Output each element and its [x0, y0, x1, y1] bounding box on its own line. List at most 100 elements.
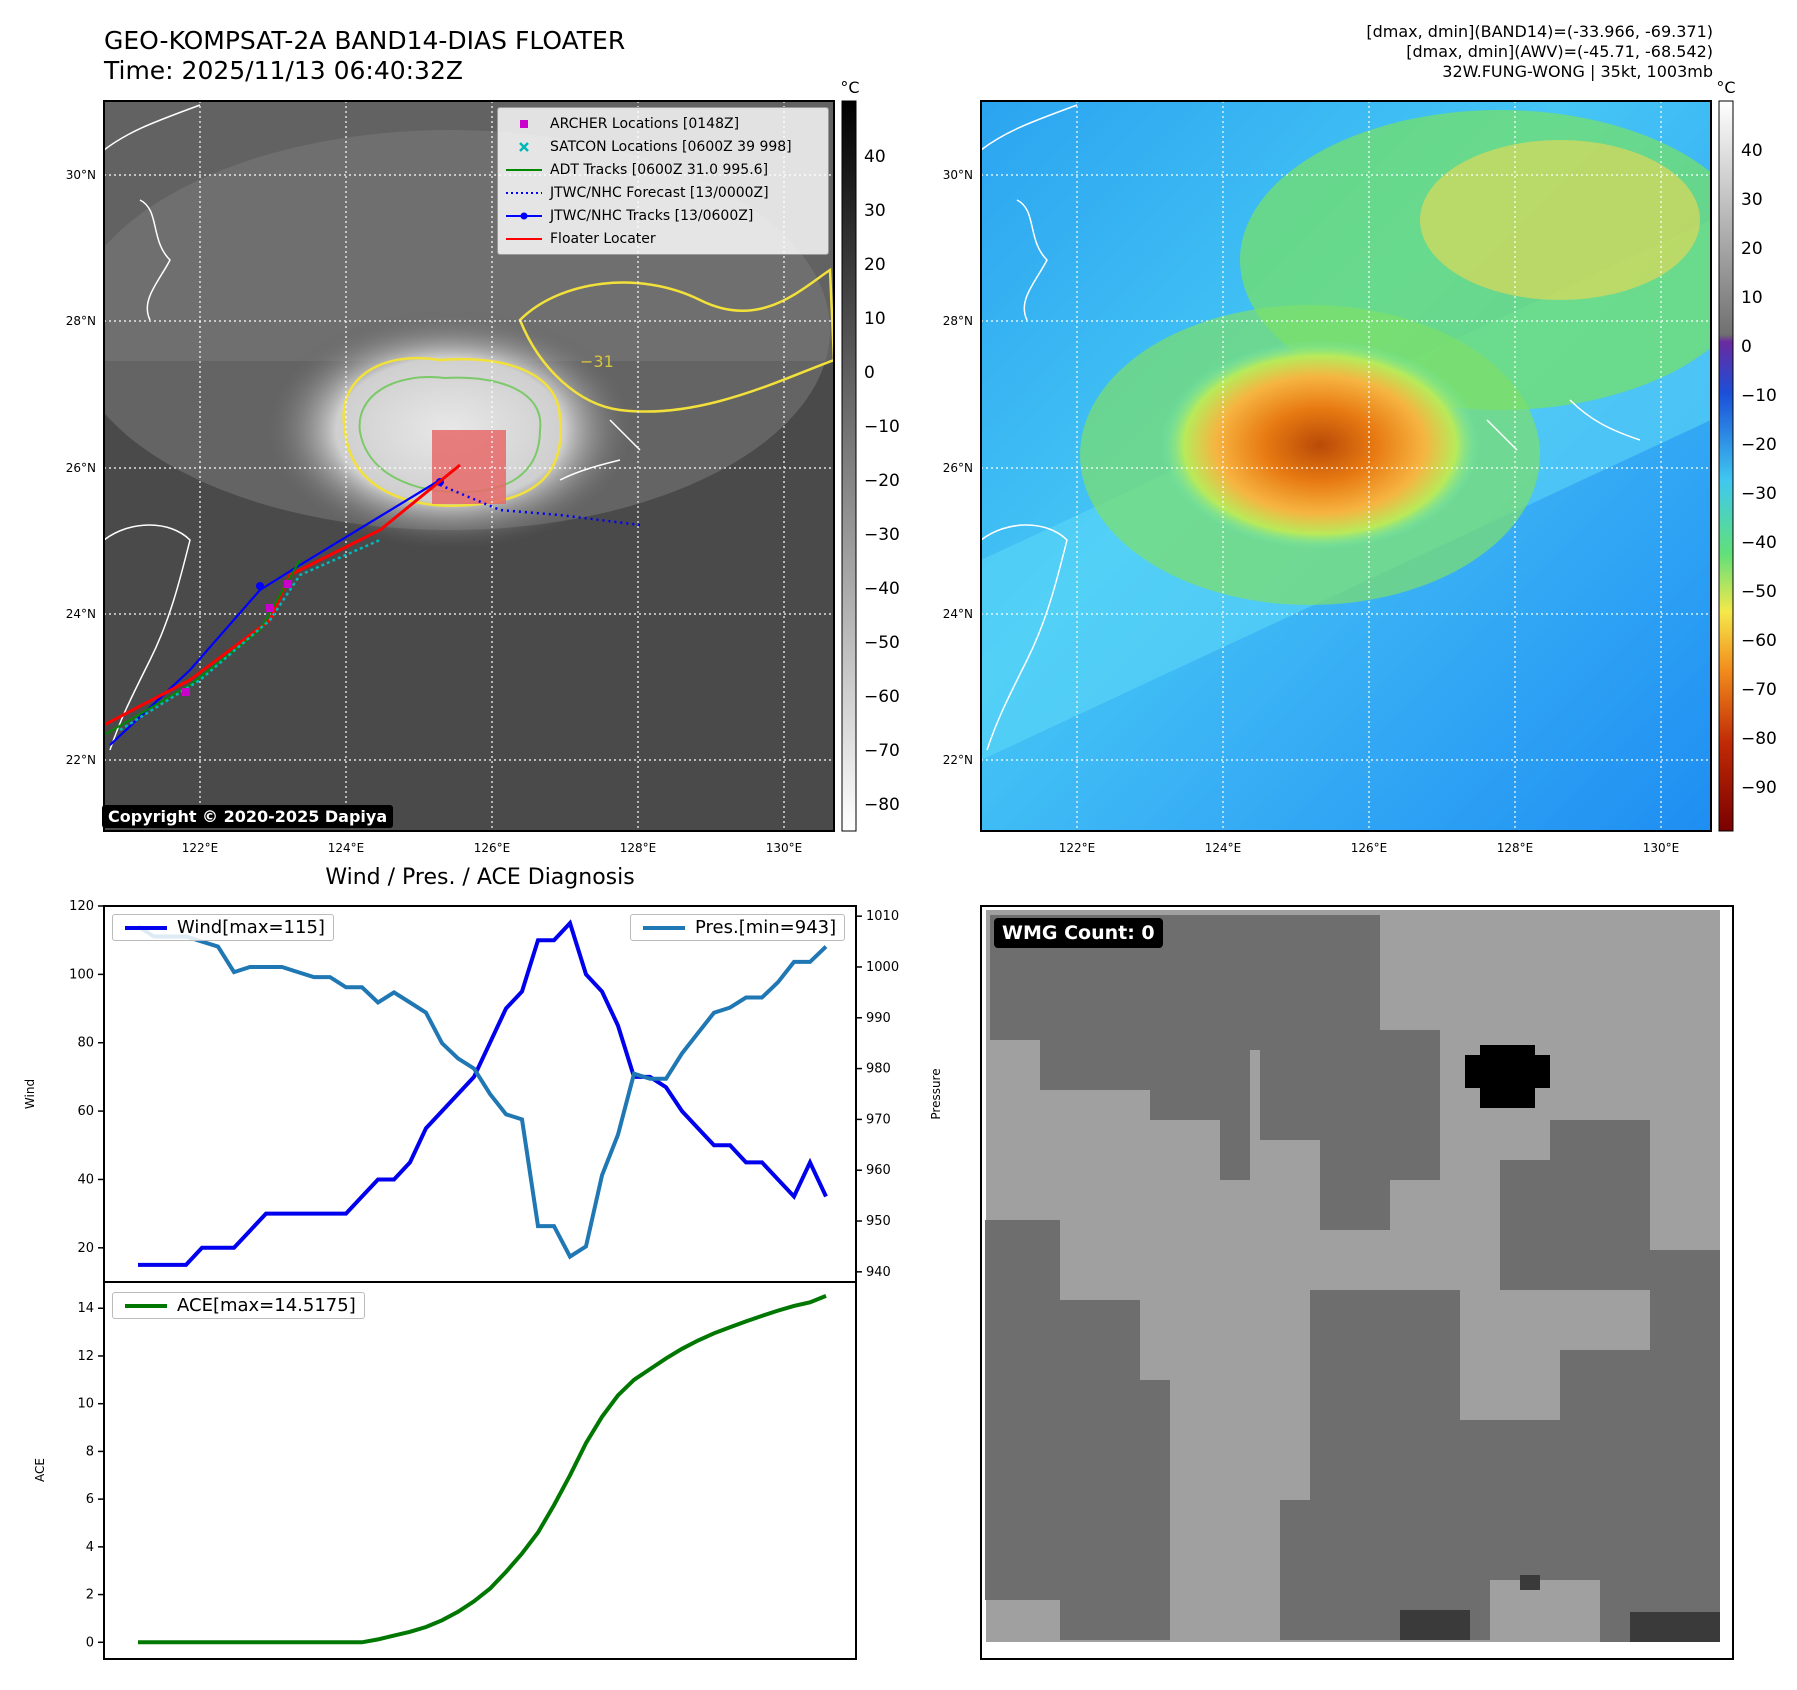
pressure-tick-label: 970	[866, 1112, 891, 1127]
awv-colorbar-unit: °C	[1716, 78, 1735, 97]
ir-coastlines	[104, 104, 641, 751]
ace-line	[138, 1294, 827, 1645]
ir-cb-tick: −10	[864, 417, 900, 437]
awv-lat-label: 22°N	[943, 753, 973, 767]
pressure-axis-label: Pressure	[929, 1068, 943, 1119]
ir-lon-label: 124°E	[328, 841, 365, 855]
awv-lon-label: 122°E	[1059, 841, 1096, 855]
awv-map	[981, 101, 1711, 831]
ir-lat-label: 26°N	[66, 461, 96, 475]
awv-stats: [dmax, dmin](AWV)=(-45.71, -68.542)	[1406, 42, 1713, 61]
ir-cb-tick: −80	[864, 795, 900, 815]
awv-lon-labels: 122°E 124°E 126°E 128°E 130°E	[1059, 841, 1680, 855]
pressure-tick-label: 990	[866, 1011, 891, 1026]
tracks	[104, 463, 641, 746]
awv-cb-tick: 0	[1741, 337, 1752, 357]
wind-tick-label: 100	[69, 967, 94, 982]
awv-cb-tick: −10	[1741, 386, 1777, 406]
stats-block: [dmax, dmin](BAND14)=(-33.966, -69.371) …	[1366, 22, 1713, 82]
ir-cb-tick: −20	[864, 471, 900, 491]
wind-axis-ticks: 20 40 60 80 100 120	[69, 899, 104, 1256]
wind-legend-label: Wind[max=115]	[177, 917, 325, 938]
satcon-track	[119, 538, 381, 732]
ace-axis-label: ACE	[33, 1458, 47, 1482]
awv-cb-tick: −70	[1741, 680, 1777, 700]
wind-tick-label: 60	[77, 1104, 94, 1119]
diagnosis-title: Wind / Pres. / ACE Diagnosis	[325, 865, 634, 890]
awv-cb-tick: −90	[1741, 778, 1777, 798]
awv-lat-label: 24°N	[943, 607, 973, 621]
ir-colorbar	[841, 100, 857, 832]
wind-axis-label: Wind	[23, 1079, 37, 1109]
ir-cb-tick: −70	[864, 741, 900, 761]
pressure-line	[136, 924, 828, 1260]
ir-cb-tick: 40	[864, 147, 886, 167]
awv-coastlines	[981, 104, 1641, 751]
floater-locater-track	[104, 463, 461, 727]
band14-stats: [dmax, dmin](BAND14)=(-33.966, -69.371)	[1366, 22, 1713, 41]
ir-lat-label: 28°N	[66, 314, 96, 328]
legend-label: ARCHER Locations [0148Z]	[550, 115, 740, 132]
contour-yellow	[342, 356, 562, 507]
wind-tick-label: 80	[77, 1036, 94, 1051]
ir-lat-label: 24°N	[66, 607, 96, 621]
ir-cb-tick: 20	[864, 255, 886, 275]
awv-grid	[981, 101, 1711, 831]
copyright-badge: Copyright © 2020-2025 Dapiya	[102, 805, 394, 828]
legend-floater: Floater Locater	[498, 227, 828, 250]
archer-point	[284, 580, 292, 588]
awv-cb-tick: −40	[1741, 533, 1777, 553]
pressure-axis-ticks: 940 950 960 970 980 990 1000 1010	[856, 909, 899, 1280]
map-legend: ARCHER Locations [0148Z] SATCON Location…	[497, 107, 829, 255]
wind-tick-label: 40	[77, 1172, 94, 1187]
ir-cb-tick: 10	[864, 309, 886, 329]
wmg-panel	[980, 905, 1734, 1660]
wmg-darker-patches	[1400, 1575, 1720, 1642]
wind-line	[138, 919, 828, 1267]
ir-cb-tick: −40	[864, 579, 900, 599]
awv-cb-tick: 30	[1741, 190, 1763, 210]
awv-lat-label: 30°N	[943, 168, 973, 182]
ir-lon-label: 128°E	[620, 841, 657, 855]
figure-title: GEO-KOMPSAT-2A BAND14-DIAS FLOATER Time:…	[104, 26, 625, 86]
ir-cb-tick: −50	[864, 633, 900, 653]
legend-jtwc-forecast: JTWC/NHC Forecast [13/0000Z]	[498, 181, 828, 204]
pressure-tick-label: 940	[866, 1265, 891, 1280]
floater-box	[432, 430, 506, 504]
legend-adt: ADT Tracks [0600Z 31.0 995.6]	[498, 158, 828, 181]
wmg-dark-region-n	[1260, 1030, 1440, 1230]
wmg-count-badge: WMG Count: 0	[994, 918, 1163, 948]
awv-upper-cloud	[1420, 140, 1700, 300]
wmg-dark-region-nw	[990, 915, 1380, 1180]
ir-cb-tick: −30	[864, 525, 900, 545]
wmg-cold-cell	[1465, 1045, 1550, 1108]
archer-point	[182, 688, 190, 696]
pressure-tick-label: 960	[866, 1163, 891, 1178]
awv-storm-core	[1160, 340, 1480, 550]
ace-legend-label: ACE[max=14.5175]	[177, 1295, 356, 1316]
pressure-legend-label: Pres.[min=943]	[695, 917, 837, 938]
wind-pres-series	[136, 919, 828, 1267]
ir-cb-tick: 30	[864, 201, 886, 221]
ir-cb-tick: 0	[864, 363, 875, 383]
ace-tick-label: 6	[86, 1492, 94, 1507]
pressure-tick-label: 1010	[866, 909, 899, 924]
awv-cb-tick: −50	[1741, 582, 1777, 602]
wmg-dark-region-sw	[985, 1220, 1170, 1640]
ace-tick-label: 8	[86, 1444, 94, 1459]
ir-lon-label: 122°E	[182, 841, 219, 855]
awv-cb-tick: 20	[1741, 239, 1763, 259]
ace-tick-label: 0	[86, 1635, 94, 1650]
ir-lat-labels: 30°N 28°N 26°N 24°N 22°N	[66, 168, 96, 767]
ir-map-frame	[103, 100, 835, 832]
ace-tick-label: 10	[77, 1397, 94, 1412]
ace-frame	[103, 1281, 857, 1660]
awv-cb-tick: −60	[1741, 631, 1777, 651]
storm-info: 32W.FUNG-WONG | 35kt, 1003mb	[1442, 62, 1713, 81]
pressure-tick-label: 980	[866, 1062, 891, 1077]
awv-lat-label: 28°N	[943, 314, 973, 328]
awv-map-frame	[980, 100, 1712, 832]
legend-satcon: SATCON Locations [0600Z 39 998]	[498, 135, 828, 158]
awv-lon-label: 126°E	[1351, 841, 1388, 855]
